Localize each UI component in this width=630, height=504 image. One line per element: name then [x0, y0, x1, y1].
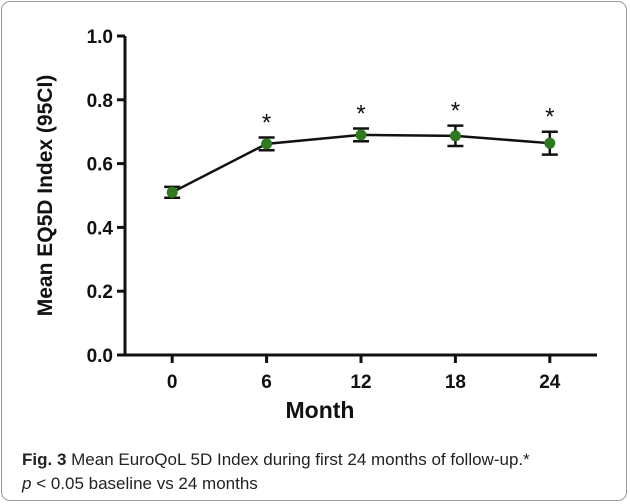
- y-tick-label: 0.2: [87, 282, 113, 303]
- x-tick-label: 12: [350, 372, 371, 393]
- data-point: [449, 130, 461, 142]
- data-point: [355, 129, 367, 141]
- x-axis-title: Month: [286, 397, 355, 423]
- y-tick-label: 0.4: [87, 218, 114, 239]
- significance-marker: *: [451, 98, 460, 125]
- y-axis-title: Mean EQ5D Index (95CI): [34, 75, 57, 317]
- x-tick-label: 6: [261, 372, 272, 393]
- data-point: [261, 138, 273, 150]
- significance-marker: *: [356, 101, 365, 128]
- y-tick-label: 0.8: [87, 91, 113, 112]
- figure-caption: Fig. 3 Mean EuroQoL 5D Index during firs…: [22, 448, 622, 496]
- significance-marker: *: [262, 109, 271, 136]
- caption-text: Mean EuroQoL 5D Index during first 24 mo…: [66, 450, 530, 469]
- x-tick-label: 0: [167, 372, 178, 393]
- x-tick-label: 18: [445, 372, 466, 393]
- x-tick-label: 24: [539, 372, 561, 393]
- series-line: [171, 133, 550, 194]
- caption-text-2: < 0.05 baseline vs 24 months: [31, 474, 258, 493]
- significance-marker: *: [545, 104, 554, 131]
- chart: 0.0 0.2 0.4 0.6 0.8 1.0 0 6 12 18 24 Month Mean EQ5D…: [34, 27, 597, 423]
- data-point: [166, 186, 178, 198]
- y-tick-label: 1.0: [87, 27, 113, 48]
- y-tick-label: 0.6: [87, 155, 113, 176]
- figure-label: Fig. 3: [22, 450, 67, 469]
- y-tick-label: 0.0: [87, 346, 113, 367]
- caption-p-symbol: p: [22, 474, 32, 493]
- data-point: [544, 137, 556, 149]
